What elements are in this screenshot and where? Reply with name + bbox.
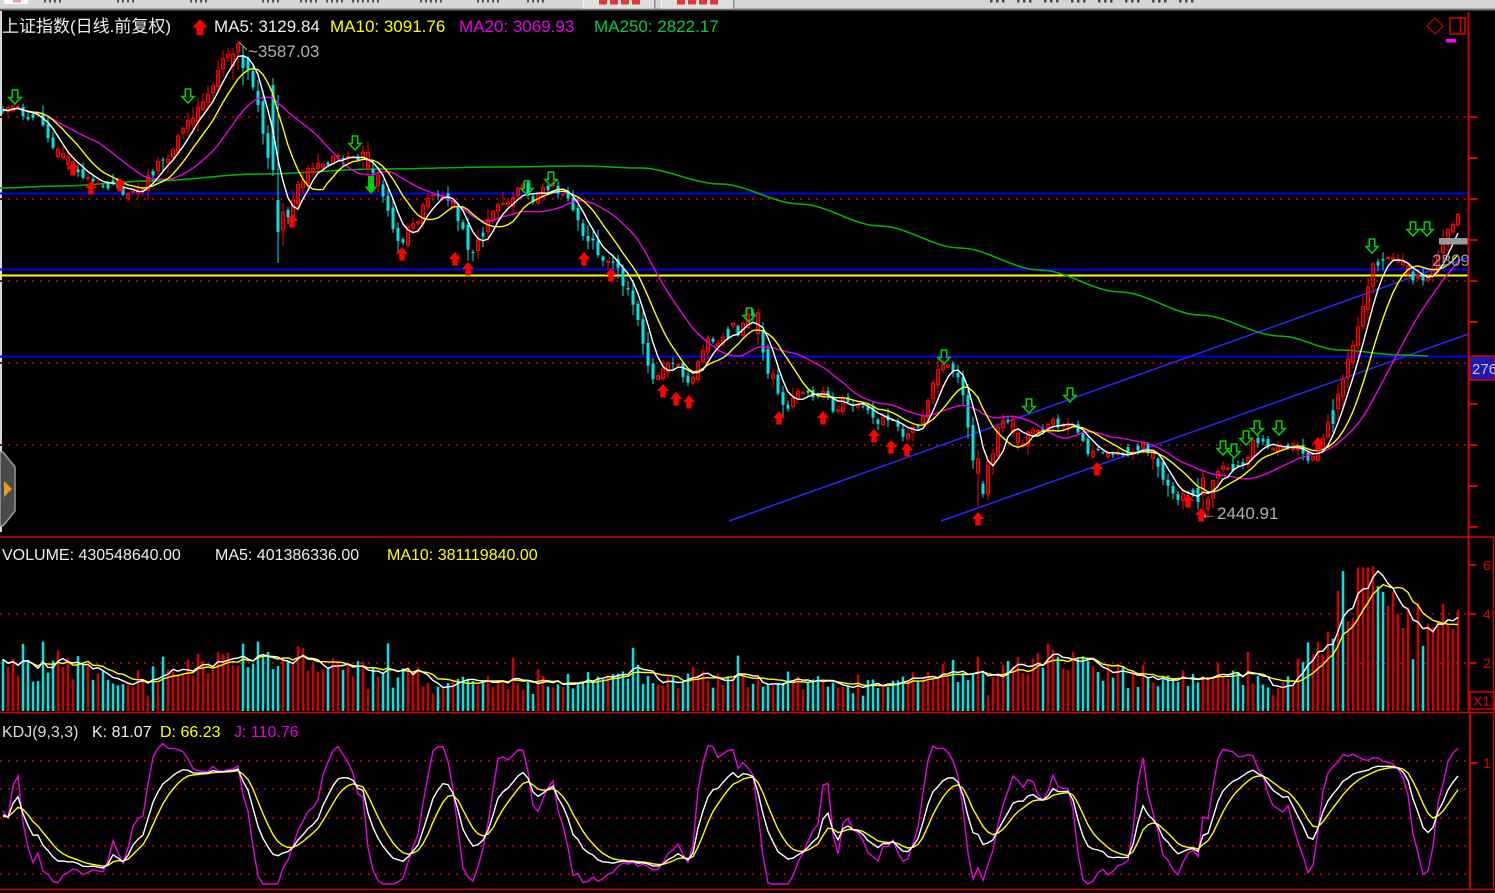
svg-text:X17: X17 [1473,693,1495,709]
svg-text:MA10: 3091.76: MA10: 3091.76 [330,17,445,36]
svg-text:K: 81.07: K: 81.07 [92,724,152,741]
svg-text:2809: 2809 [1432,251,1470,270]
svg-text:1: 1 [1483,755,1491,771]
svg-text:上证指数(日线.前复权): 上证指数(日线.前复权) [2,17,171,36]
svg-text:MA10: 381119840.00: MA10: 381119840.00 [387,547,538,564]
svg-text:J: 110.76: J: 110.76 [234,724,299,741]
svg-text:~3587.03: ~3587.03 [248,42,319,61]
svg-text:MA5: 3129.84: MA5: 3129.84 [214,17,320,36]
svg-text:←2440.91: ←2440.91 [1200,504,1278,523]
svg-text:6: 6 [1483,557,1491,573]
svg-text:276: 276 [1472,361,1495,378]
svg-text:D: 66.23: D: 66.23 [160,724,221,741]
svg-text:2: 2 [1483,655,1491,671]
svg-text:KDJ(9,3,3): KDJ(9,3,3) [2,724,78,741]
svg-text:MA250: 2822.17: MA250: 2822.17 [594,17,719,36]
svg-text:MA20: 3069.93: MA20: 3069.93 [459,17,574,36]
svg-text:VOLUME: 430548640.00: VOLUME: 430548640.00 [2,547,181,564]
svg-text:MA5: 401386336.00: MA5: 401386336.00 [215,547,359,564]
svg-text:4: 4 [1483,606,1491,622]
